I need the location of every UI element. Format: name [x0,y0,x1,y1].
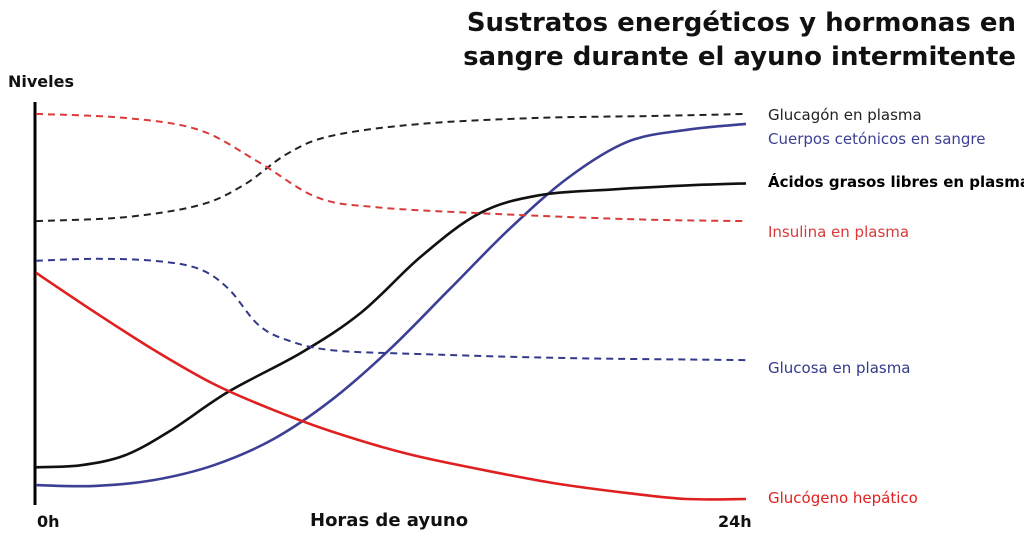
series-line-glucosa [35,257,747,362]
legend-label-insulina: Insulina en plasma [768,223,910,241]
series-line-cuerpos-cetonicos [35,122,747,488]
chart-title-line-1: Sustratos energéticos y hormonas en [466,8,1016,38]
x-tick-label-start: 0h [37,512,60,531]
x-tick-label-end: 24h [718,512,752,531]
series-line-acidos-grasos [35,182,747,469]
legend-label-glucagon: Glucagón en plasma [768,106,922,124]
x-axis-label: Horas de ayuno [310,510,469,531]
legend-label-acidos-grasos: Ácidos grasos libres en plasma [768,173,1024,191]
chart-title: Sustratos energéticos y hormonas en sang… [456,6,1016,74]
y-axis-label: Niveles [8,72,75,91]
series-line-glucagon [35,112,747,223]
legend-label-glucosa: Glucosa en plasma [768,359,911,377]
series-line-glucogeno [35,271,747,501]
chart-title-line-2: sangre durante el ayuno intermitente [463,42,1016,72]
series-line-insulina [35,112,747,223]
legend-label-glucogeno: Glucógeno hepático [768,489,918,507]
legend-label-cuerpos-cetonicos: Cuerpos cetónicos en sangre [768,130,986,148]
